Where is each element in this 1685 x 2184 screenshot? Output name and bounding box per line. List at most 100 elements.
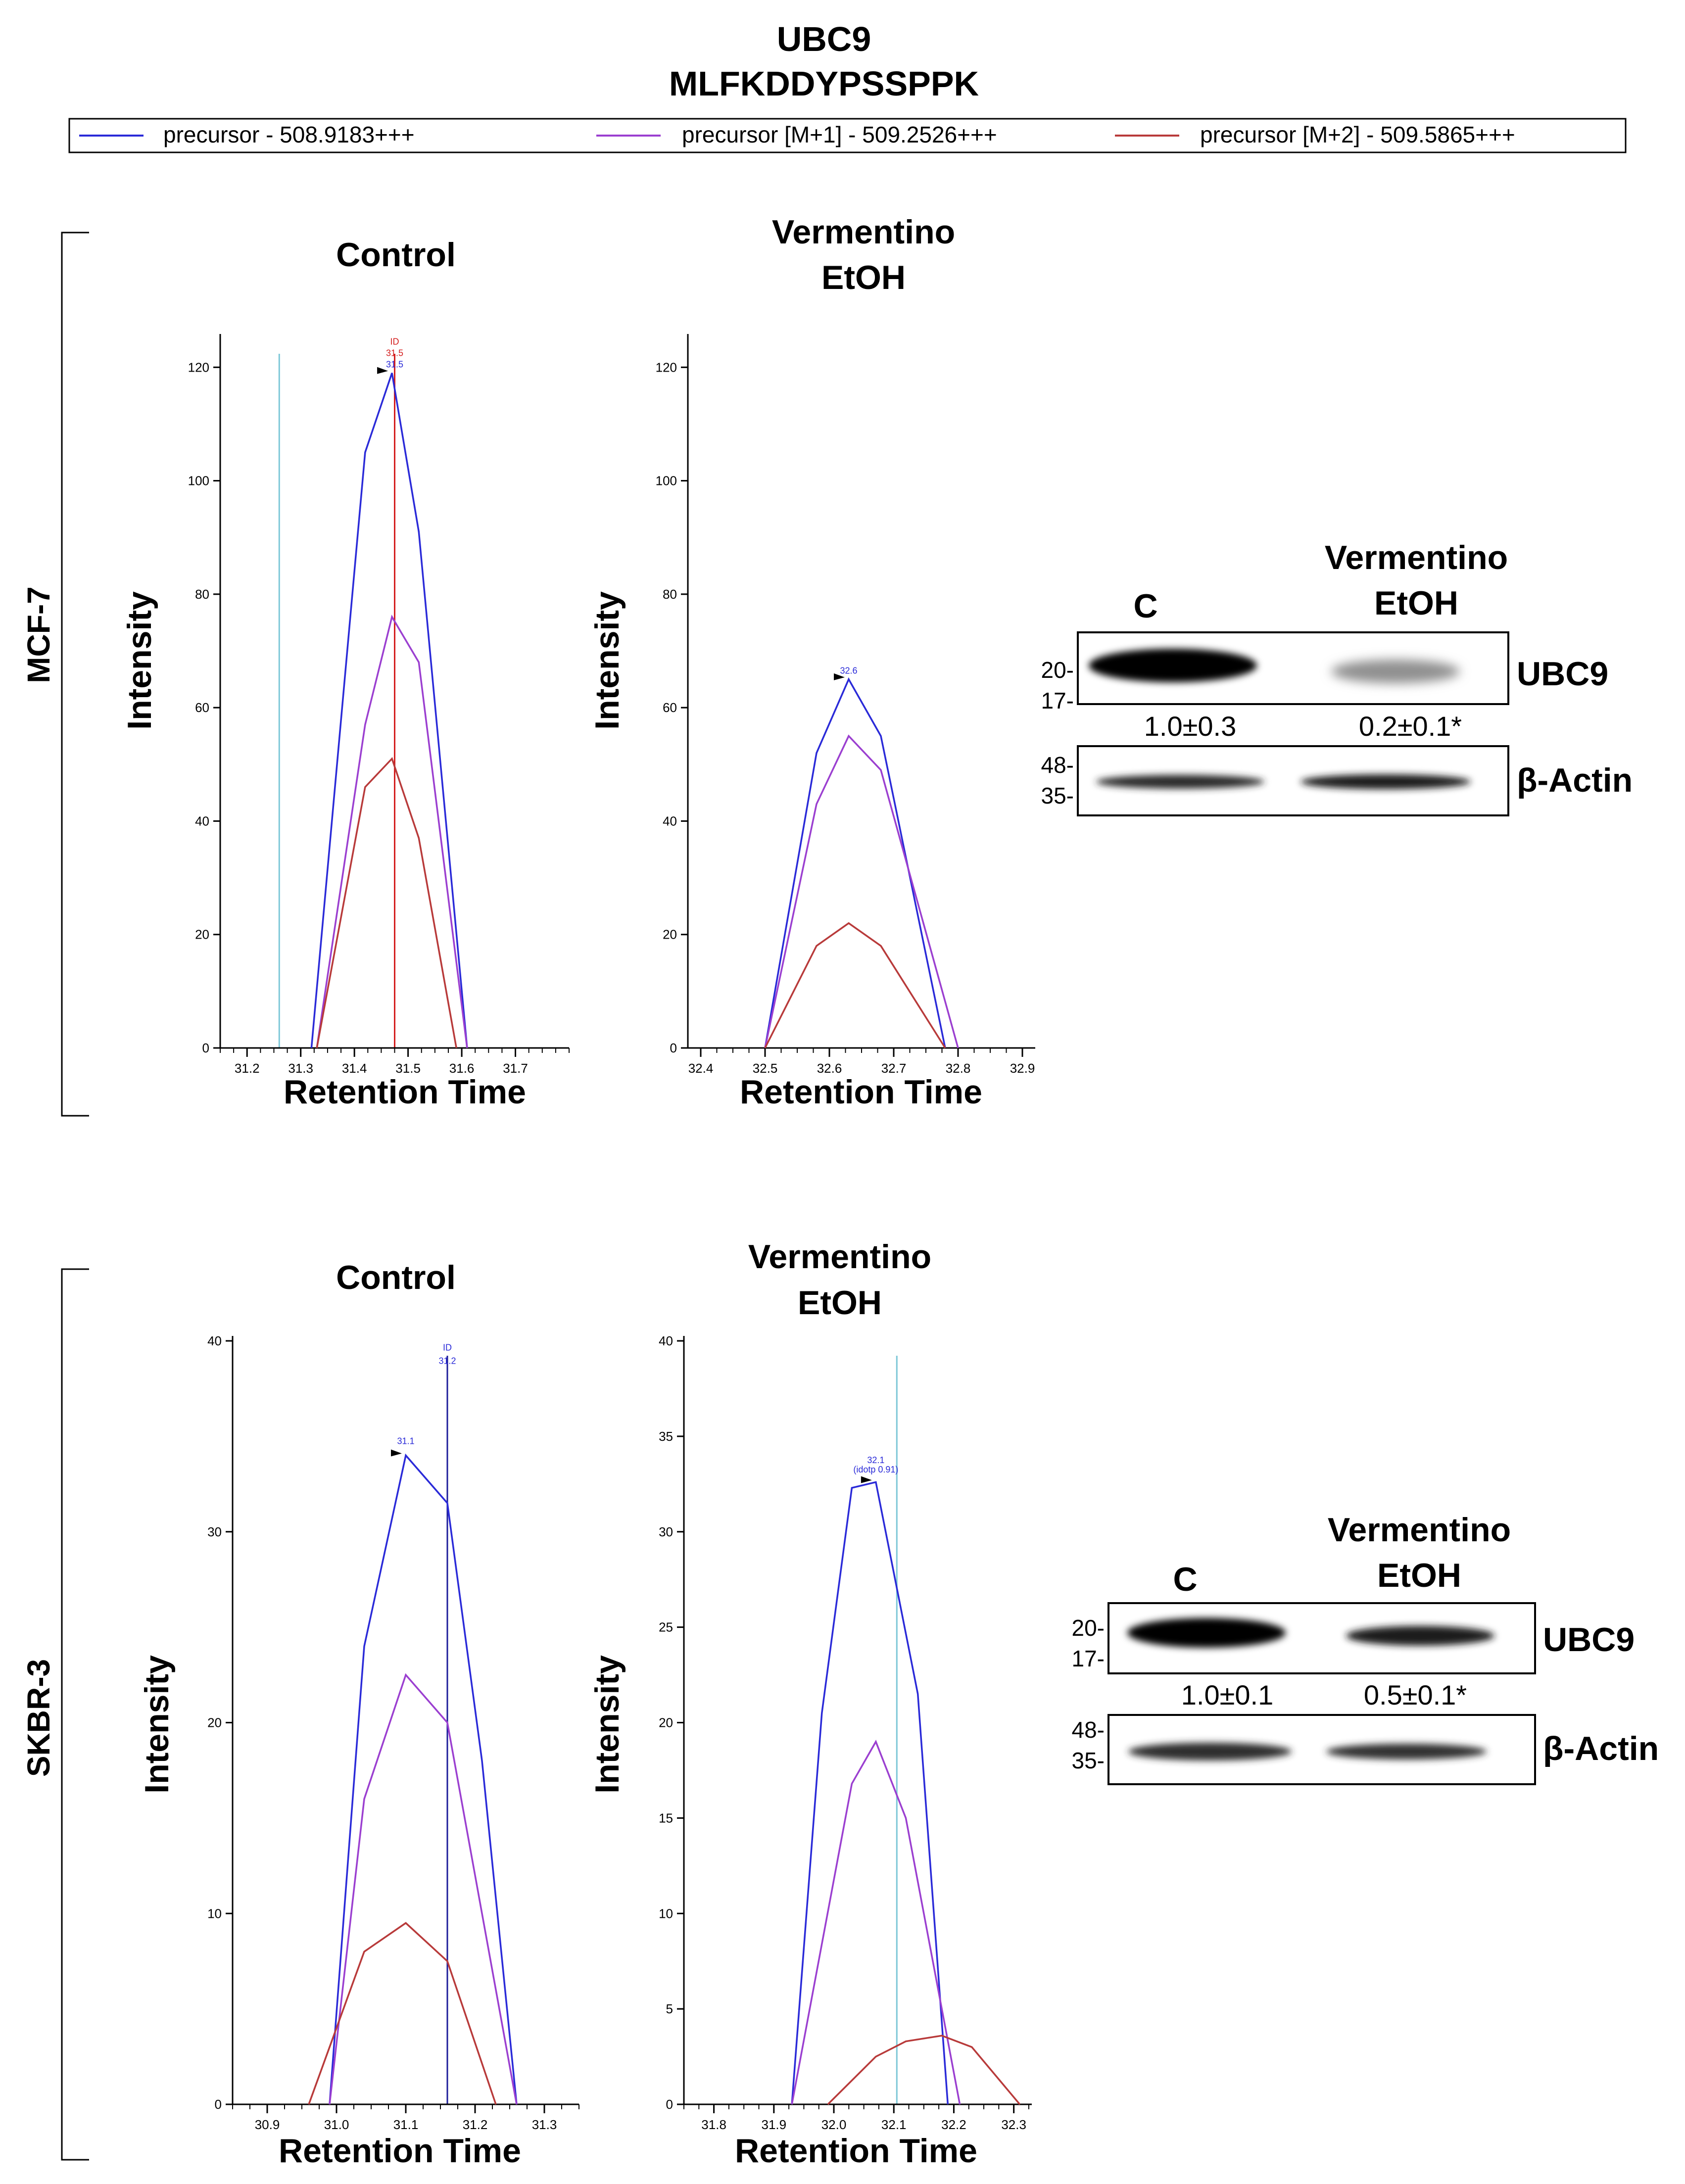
legend: precursor - 508.9183+++ precursor [M+1] … [68,118,1627,153]
y-tick-label: 60 [663,700,677,715]
blot-band-ubc9-treated [1346,1626,1494,1646]
peak-annotation: 32.1 [867,1455,884,1465]
y-tick-label: 0 [666,2097,673,2112]
y-axis-label: Intensity [588,1655,626,1794]
series-line-0 [329,1453,518,2105]
x-tick-label: 32.1 [881,2117,907,2132]
peak-annotation: 31.5 [386,348,403,358]
blot-quant-control: 1.0±0.1 [1181,1679,1273,1710]
legend-label-0: precursor - 508.9183+++ [163,122,415,147]
x-tick-label: 31.0 [324,2117,349,2132]
x-tick-label: 32.7 [881,1061,907,1076]
x-tick-label: 32.5 [753,1061,778,1076]
series-line-1 [791,1740,961,2105]
peak-annotation: (idotp 0.91) [853,1465,898,1474]
x-tick-label: 32.3 [1001,2117,1026,2132]
blot-lane-label-treated-1: Vermentino [1325,539,1508,576]
y-tick-label: 30 [659,1524,673,1539]
blot-marker-35: 35- [1041,783,1074,808]
y-tick-label: 80 [663,587,677,602]
blot-lane-label-c: C [1173,1561,1197,1598]
western-blot-mcf7: C Vermentino EtOH 20- 17- UBC9 1.0±0.3 0… [1041,539,1633,816]
y-tick-label: 15 [659,1810,673,1825]
cell-line-label-mcf7: MCF-7 [21,586,56,683]
x-tick-label: 32.6 [817,1061,842,1076]
y-axis-label: Intensity [138,1655,176,1794]
blot-quant-treated: 0.2±0.1* [1359,711,1462,742]
y-tick-label: 120 [188,360,209,375]
y-tick-label: 60 [195,700,209,715]
chart-skbr3-vermentino: 0 5 10 15 20 25 30 35 40 31.8 31.9 32.0 32.1 32.2 32.3… [588,1333,1032,2170]
x-tick-label: 32.4 [688,1061,714,1076]
blot-band-actin-treated [1326,1744,1487,1759]
series-line-0 [764,677,946,1048]
blot-marker-35: 35- [1072,1748,1105,1773]
western-blot-skbr3: C Vermentino EtOH 20- 17- UBC9 1.0±0.1 0… [1072,1511,1659,1785]
x-tick-label: 31.3 [532,2117,557,2132]
series-line-0 [310,373,468,1048]
peak-marker [391,1449,402,1457]
legend-label-1: precursor [M+1] - 509.2526+++ [682,122,997,147]
blot-lane-label-c: C [1133,587,1157,625]
panel-title-skbr3-control: Control [336,1259,456,1296]
blot-marker-20: 20- [1041,657,1074,683]
y-tick-label: 30 [207,1524,222,1539]
x-tick-label: 31.1 [393,2117,419,2132]
blot-quant-treated: 0.5±0.1* [1364,1679,1467,1710]
series-line-2 [764,922,946,1048]
x-tick-label: 32.9 [1010,1061,1035,1076]
bracket-mcf7 [61,232,89,1117]
y-tick-label: 0 [215,2097,222,2112]
blot-target-label: UBC9 [1543,1621,1635,1659]
y-tick-label: 20 [659,1715,673,1730]
peak-annotation: 32.6 [840,665,857,675]
peak-marker [861,1476,872,1483]
peak-annotation: 31.1 [397,1436,414,1446]
x-tick-label: 32.8 [946,1061,971,1076]
blot-band-ubc9-control [1089,649,1257,682]
blot-lane-label-treated-2: EtOH [1374,584,1458,622]
blot-band-actin-treated [1300,774,1471,789]
panel-title-skbr3-treated-2: EtOH [798,1284,882,1322]
peak-annotation: ID [390,336,399,346]
chart-mcf7-control: 0 20 40 60 80 100 120 31.2 31.3 31.4 31.5 31.6 31.7 I… [121,334,570,1111]
blot-loading-label: β-Actin [1543,1730,1659,1767]
y-tick-label: 120 [656,360,677,375]
peak-marker [377,367,388,374]
x-tick-label: 31.8 [701,2117,726,2132]
x-axis-label: Retention Time [279,2132,521,2170]
x-tick-label: 31.5 [395,1061,421,1076]
y-tick-label: 10 [659,1906,673,1921]
protein-title: UBC9 [777,20,871,58]
y-axis-label: Intensity [121,591,158,730]
legend-label-2: precursor [M+2] - 509.5865+++ [1200,122,1515,147]
cell-line-label-skbr3: SKBR-3 [21,1659,56,1777]
blot-quant-control: 1.0±0.3 [1144,711,1236,742]
panel-title-mcf7-control: Control [336,236,456,274]
blot-marker-48: 48- [1041,752,1074,778]
series-line-2 [827,2035,1021,2105]
blot-lane-label-treated-2: EtOH [1377,1557,1461,1594]
panel-title-mcf7-treated-2: EtOH [821,259,906,296]
x-tick-label: 31.2 [235,1061,260,1076]
x-axis-label: Retention Time [284,1073,526,1111]
series-line-0 [791,1481,949,2105]
blot-lane-label-treated-1: Vermentino [1328,1511,1511,1549]
y-tick-label: 20 [207,1715,222,1730]
panel-title-skbr3-treated-1: Vermentino [748,1238,931,1276]
y-tick-label: 40 [195,813,209,828]
chart-mcf7-vermentino: 0 20 40 60 80 100 120 32.4 32.5 32.6 32.7 32.8 32.9 3… [588,334,1035,1111]
x-tick-label: 31.6 [449,1061,475,1076]
peak-annotation: ID [443,1342,452,1352]
y-axis-label: Intensity [588,591,626,730]
blot-band-actin-control [1096,775,1264,789]
x-axis-label: Retention Time [740,1073,982,1111]
x-tick-label: 31.2 [463,2117,488,2132]
y-tick-label: 100 [656,474,677,488]
y-tick-label: 0 [670,1041,677,1055]
x-axis-label: Retention Time [735,2132,977,2170]
peak-marker [834,673,845,680]
x-tick-label: 32.2 [941,2117,966,2132]
blot-band-actin-control [1128,1743,1292,1760]
